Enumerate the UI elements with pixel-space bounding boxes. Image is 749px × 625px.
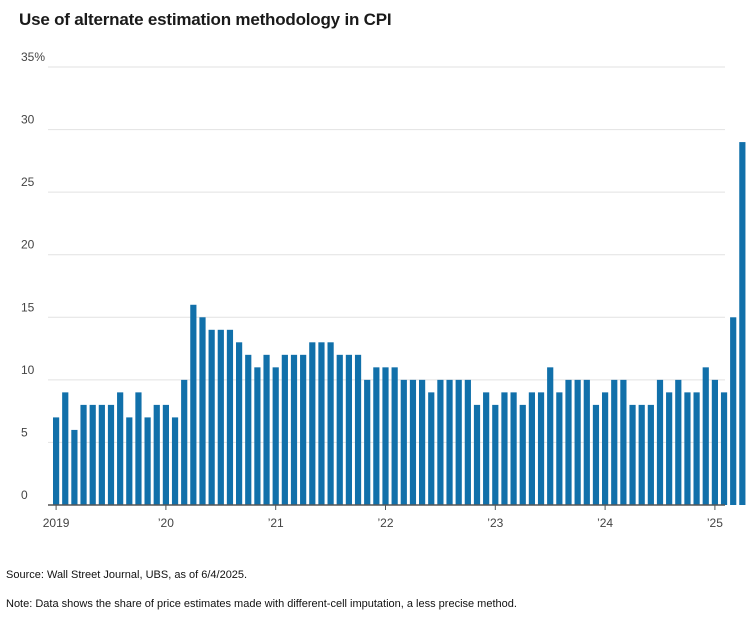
bar (565, 379, 572, 505)
bar (226, 329, 234, 505)
bar (336, 354, 343, 505)
bar (354, 354, 362, 505)
bar (107, 404, 115, 505)
bar (245, 354, 252, 505)
y-tick-label: 15 (21, 300, 35, 314)
x-tick-label: ’23 (487, 516, 503, 530)
bar (556, 392, 563, 505)
y-tick-label: 25 (21, 175, 35, 189)
bar (574, 379, 581, 505)
x-tick-labels: 2019 ’20 ’21 ’22 ’23 ’24 ’25 (43, 516, 723, 530)
bar (647, 404, 654, 505)
bar (446, 379, 453, 505)
bar (89, 404, 96, 505)
bar (483, 392, 490, 505)
bar (684, 392, 691, 505)
x-tick-label: ’21 (268, 516, 284, 530)
bar (537, 392, 545, 505)
bar (656, 379, 664, 505)
bar (162, 404, 169, 505)
bar (62, 392, 69, 505)
bar (144, 417, 151, 505)
bar (117, 392, 124, 505)
bar (345, 354, 352, 505)
bar (739, 142, 746, 505)
y-tick-label: 20 (21, 238, 35, 252)
source-note: Source: Wall Street Journal, UBS, as of … (6, 569, 248, 581)
bars (53, 142, 746, 505)
bar (309, 342, 316, 505)
bar (492, 404, 499, 505)
x-axis (48, 504, 725, 510)
x-tick-label: 2019 (43, 516, 70, 530)
bar (236, 342, 243, 505)
bar (409, 379, 417, 505)
bar (602, 392, 609, 505)
bar (263, 354, 270, 505)
bar (327, 342, 334, 505)
bar (53, 417, 60, 505)
bar (583, 379, 590, 505)
y-tick-label: 0 (21, 488, 28, 502)
bar (473, 404, 481, 505)
x-tick-label: ’24 (597, 516, 613, 530)
bar (620, 379, 627, 505)
x-tick-label: ’25 (707, 516, 723, 530)
bar (693, 392, 700, 505)
bar (281, 354, 288, 505)
x-tick-label: ’22 (377, 516, 393, 530)
chart-title: Use of alternate estimation methodology … (19, 10, 392, 29)
bar (675, 379, 682, 505)
bar (190, 304, 197, 505)
bar (300, 354, 307, 505)
bar (547, 367, 554, 505)
y-tick-label: 5 (21, 425, 28, 439)
bar (638, 404, 645, 505)
bar (373, 367, 380, 505)
bar (382, 367, 389, 505)
bar (611, 379, 618, 505)
bar (629, 404, 636, 505)
bar (510, 392, 517, 505)
bar (181, 379, 188, 505)
x-tick-label: ’20 (158, 516, 174, 530)
bar (702, 367, 709, 505)
bar (730, 317, 737, 505)
bar (519, 404, 526, 505)
bar (391, 367, 398, 505)
bar (720, 392, 728, 505)
bar (126, 417, 133, 505)
y-tick-label: 10 (21, 363, 35, 377)
bar (455, 379, 462, 505)
bar (501, 392, 508, 505)
bar (400, 379, 407, 505)
bar (80, 404, 87, 505)
bar (419, 379, 426, 505)
bar (711, 379, 718, 505)
bar (592, 404, 600, 505)
bar (290, 354, 298, 505)
bar (364, 379, 371, 505)
bar (272, 367, 279, 505)
bar (464, 379, 471, 505)
bar (71, 429, 78, 505)
bar (98, 404, 105, 505)
bar (666, 392, 673, 505)
bar (437, 379, 444, 505)
y-tick-label: 35% (21, 50, 45, 64)
bar (135, 392, 142, 505)
bar (528, 392, 535, 505)
footnote: Note: Data shows the share of price esti… (6, 598, 517, 610)
bar (171, 417, 179, 505)
bar (428, 392, 435, 505)
bar (254, 367, 261, 505)
bar (199, 317, 206, 505)
bar (318, 342, 325, 505)
bar (153, 404, 160, 505)
y-tick-labels: 0 5 10 15 20 25 30 35% (21, 50, 45, 502)
bar (217, 329, 224, 505)
bar (208, 329, 215, 505)
y-tick-label: 30 (21, 113, 35, 127)
